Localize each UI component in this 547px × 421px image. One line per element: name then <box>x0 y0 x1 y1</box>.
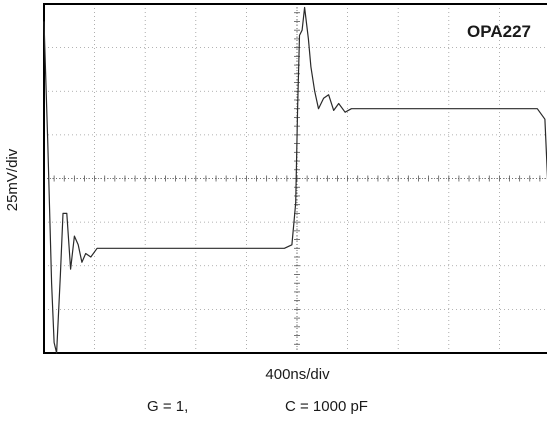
capacitance-condition: C = 1000 pF <box>285 398 368 415</box>
signal-trace <box>43 6 547 354</box>
y-axis-label-text: 25mV/div <box>4 148 21 212</box>
grid <box>43 3 547 354</box>
x-axis-label: 400ns/div <box>265 366 330 383</box>
plot-frame <box>43 3 547 354</box>
chart-title: OPA227 <box>467 22 531 41</box>
gain-condition: G = 1, <box>147 398 189 415</box>
